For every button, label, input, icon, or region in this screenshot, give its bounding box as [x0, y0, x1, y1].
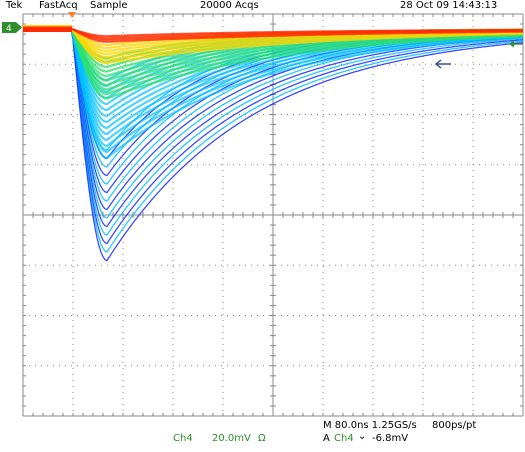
trigger-level: -6.8mV	[372, 433, 409, 444]
persistence-waveform	[23, 25, 523, 262]
trigger-prefix: A	[323, 433, 330, 444]
channel-label: Ch4	[173, 433, 193, 444]
trigger-channel: Ch4	[334, 433, 354, 444]
trigger-position-marker[interactable]	[68, 12, 76, 18]
volts-per-div-label: 20.0mV	[212, 433, 251, 444]
graticule	[22, 13, 524, 417]
cursor-arrow-icon[interactable]	[434, 59, 451, 69]
resolution-label: 800ps/pt	[432, 420, 477, 431]
timestamp: 28 Oct 09 14:43:13	[400, 0, 498, 11]
acquisition-count: 20000 Acqs	[200, 0, 259, 11]
impedance-icon: Ω	[258, 433, 266, 444]
trigger-level-arrow-icon[interactable]	[509, 40, 522, 48]
trigger-slope-icon: ⌄	[358, 431, 367, 442]
fastacq-mode-label: FastAcq	[39, 0, 78, 11]
brand-label: Tek	[6, 0, 23, 11]
channel-4-ground-marker[interactable]	[2, 22, 22, 33]
acquisition-mode-label: Sample	[90, 0, 128, 11]
channel-4-marker-label: 4	[6, 24, 12, 34]
timebase-label: M 80.0ns 1.25GS/s	[323, 420, 417, 431]
